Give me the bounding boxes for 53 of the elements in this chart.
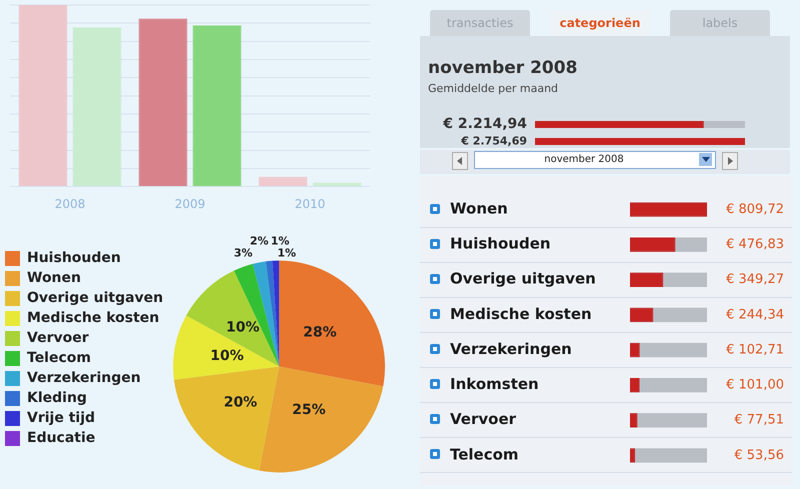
chart-title: november 2008	[428, 58, 578, 78]
y-tick-label: Overige uitgaven	[450, 270, 596, 288]
data-label: € 53,56	[734, 448, 784, 463]
y-tick-label: Verzekeringen	[450, 340, 572, 358]
data-label: 3%	[234, 246, 253, 260]
data-label: 2%	[250, 234, 269, 248]
bar	[630, 448, 636, 463]
y-tick-label: Medische kosten	[450, 304, 592, 323]
legend-label: Huishouden	[27, 250, 121, 266]
data-label: € 476,83	[726, 237, 784, 252]
legend-label: Wonen	[27, 270, 81, 286]
data-label: 10%	[226, 320, 260, 336]
bar	[312, 182, 362, 186]
data-label: 25%	[292, 402, 326, 418]
data-label: € 2.754,69	[460, 134, 527, 148]
data-label: € 349,27	[726, 272, 784, 288]
y-tick-label: Vervoer	[450, 410, 517, 428]
chart-subtitle: Gemiddelde per maand	[428, 82, 558, 95]
x-tick-label: 2010	[294, 196, 326, 211]
bar	[18, 5, 68, 186]
bar	[72, 28, 122, 186]
data-label: € 102,71	[726, 342, 784, 358]
bar	[630, 308, 654, 322]
data-label: € 809,72	[726, 202, 784, 217]
data-label: 28%	[303, 324, 337, 340]
legend-label: Overige uitgaven	[27, 290, 164, 306]
legend-label: Vrije tijd	[27, 410, 96, 426]
bar	[630, 413, 638, 428]
y-tick-label: Telecom	[450, 445, 519, 464]
data-label: € 77,51	[734, 412, 784, 428]
y-tick-label: Huishouden	[450, 234, 551, 253]
y-tick-label: Inkomsten	[450, 375, 539, 394]
bar	[192, 26, 242, 186]
data-label: € 2.214,94	[442, 116, 528, 132]
x-tick-label: 2008	[54, 196, 86, 211]
text: categorieën	[550, 10, 650, 36]
legend-label: Educatie	[27, 430, 96, 446]
legend-label: Telecom	[27, 350, 91, 366]
legend-label: Verzekeringen	[27, 370, 141, 386]
data-label: 10%	[210, 348, 244, 364]
x-tick-label: 2009	[174, 196, 206, 211]
data-label: 1%	[277, 246, 296, 260]
bar	[138, 18, 188, 186]
legend-label: Vervoer	[27, 330, 89, 346]
text: november 2008	[543, 153, 625, 167]
data-label: € 244,34	[726, 307, 784, 322]
legend-label: Medische kosten	[27, 310, 160, 326]
data-label: 1%	[270, 234, 290, 248]
data-label: € 101,00	[726, 378, 784, 393]
legend-label: Kleding	[27, 390, 87, 406]
y-tick-label: Wonen	[450, 199, 508, 218]
data-label: 20%	[224, 394, 258, 410]
bar	[258, 176, 308, 186]
